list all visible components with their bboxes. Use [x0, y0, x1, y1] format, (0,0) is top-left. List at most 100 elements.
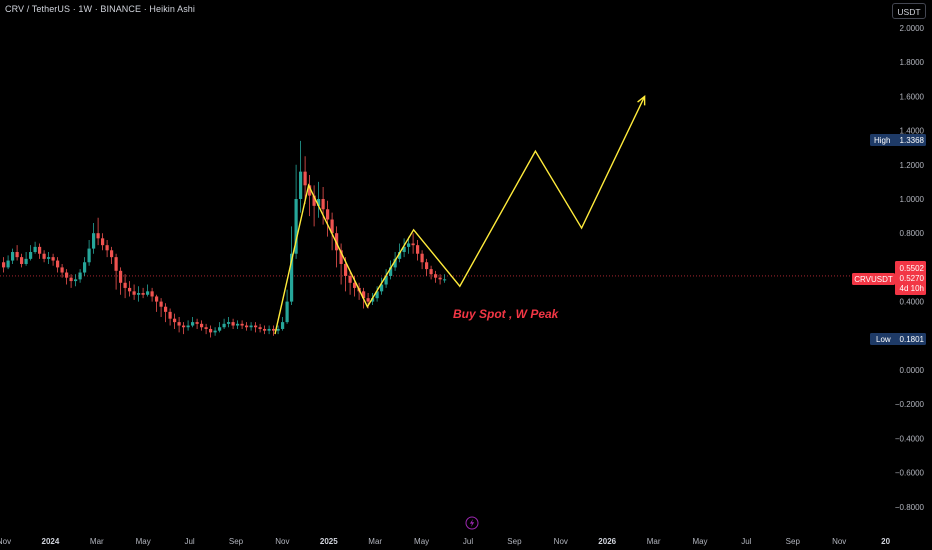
candle: [123, 282, 127, 288]
candle: [42, 253, 46, 259]
candle: [11, 252, 15, 261]
candle: [96, 233, 100, 239]
x-tick-label: Sep: [786, 537, 801, 546]
x-tick-label: Sep: [229, 537, 244, 546]
candle: [69, 277, 73, 282]
heikin-price-value: 0.5270: [900, 274, 925, 283]
candle: [101, 238, 105, 246]
candle: [218, 327, 222, 331]
y-tick-label: 1.4000: [900, 127, 925, 136]
candle: [384, 275, 388, 285]
candle: [51, 257, 55, 261]
y-axis[interactable]: 2.0000 1.8000 1.6000 1.4000 1.2000 1.0000 0.80…: [895, 24, 925, 512]
candle: [371, 298, 375, 302]
candle: [137, 293, 141, 295]
candle: [344, 263, 348, 276]
y-tick-label: 0.8000: [900, 229, 925, 238]
candle: [159, 301, 163, 307]
candle: [47, 257, 51, 259]
candle: [20, 257, 24, 264]
candle: [254, 325, 258, 328]
candle: [393, 258, 397, 268]
candle: [353, 282, 357, 288]
candle: [276, 328, 280, 331]
low-label: Low: [876, 335, 891, 344]
candle: [182, 325, 186, 328]
x-tick-label: Nov: [275, 537, 289, 546]
candle: [24, 258, 28, 264]
lightning-icon[interactable]: [465, 516, 479, 530]
candle: [429, 269, 433, 275]
price-badges: High 1.3368 Low 0.1801 CRVUSDT 0.55020.52704d…: [852, 134, 926, 345]
candle: [321, 199, 325, 210]
candle: [425, 262, 429, 270]
candle: [146, 291, 150, 295]
candle: [294, 199, 298, 254]
x-tick-label: Mar: [368, 537, 382, 546]
candle: [249, 325, 253, 328]
candle: [78, 272, 82, 280]
candle: [240, 323, 244, 326]
candle: [65, 272, 69, 278]
projection-path: [274, 94, 646, 335]
candle: [398, 252, 402, 259]
candle: [348, 275, 352, 283]
candle: [195, 322, 199, 324]
high-label: High: [874, 136, 890, 145]
candle: [227, 322, 231, 324]
y-tick-label: 0.4000: [900, 298, 925, 307]
candle: [132, 291, 136, 295]
symbol-badge-bg: [852, 273, 895, 285]
candle: [420, 253, 424, 263]
candle: [317, 199, 321, 206]
candle: [375, 291, 379, 299]
candle: [15, 252, 19, 258]
candle: [191, 322, 195, 326]
candle: [245, 325, 249, 328]
candle: [281, 322, 285, 329]
price-badge-bg: [895, 261, 926, 295]
candle: [267, 328, 271, 331]
candle: [330, 219, 334, 234]
candle: [6, 260, 10, 268]
candle: [204, 327, 208, 329]
candle: [119, 270, 123, 283]
candle: [326, 209, 330, 220]
candle: [209, 328, 213, 333]
high-value: 1.3368: [900, 136, 925, 145]
y-tick-label: −0.6000: [895, 469, 925, 478]
candle: [60, 267, 64, 273]
candlesticks: [2, 140, 447, 338]
candle: [56, 260, 60, 268]
x-tick-label: Jul: [741, 537, 751, 546]
x-tick-label: Nov: [832, 537, 846, 546]
candle: [231, 322, 235, 326]
candle: [141, 293, 145, 295]
candle: [434, 274, 438, 278]
y-tick-label: 1.6000: [900, 92, 925, 101]
x-axis[interactable]: Nov 2024 Mar May Jul Sep Nov 2025 Mar May Jul Sep No…: [0, 537, 891, 546]
currency-button[interactable]: USDT: [892, 3, 926, 19]
candle: [29, 252, 33, 259]
candle: [290, 253, 294, 302]
candle: [362, 291, 366, 299]
y-tick-label: −0.4000: [895, 434, 925, 443]
candle: [258, 327, 262, 329]
candle: [155, 296, 159, 302]
x-tick-label: Jul: [463, 537, 473, 546]
candle: [74, 279, 78, 282]
candle: [38, 246, 42, 254]
candle: [168, 311, 172, 319]
y-tick-label: −0.8000: [895, 503, 925, 512]
candle: [213, 330, 217, 333]
candle: [443, 279, 447, 281]
candle: [272, 328, 276, 331]
candle: [105, 245, 109, 251]
candle: [114, 257, 118, 271]
candle: [285, 301, 289, 323]
x-tick-label: 2025: [320, 537, 338, 546]
candle: [128, 287, 132, 292]
x-tick-label: 2026: [598, 537, 616, 546]
